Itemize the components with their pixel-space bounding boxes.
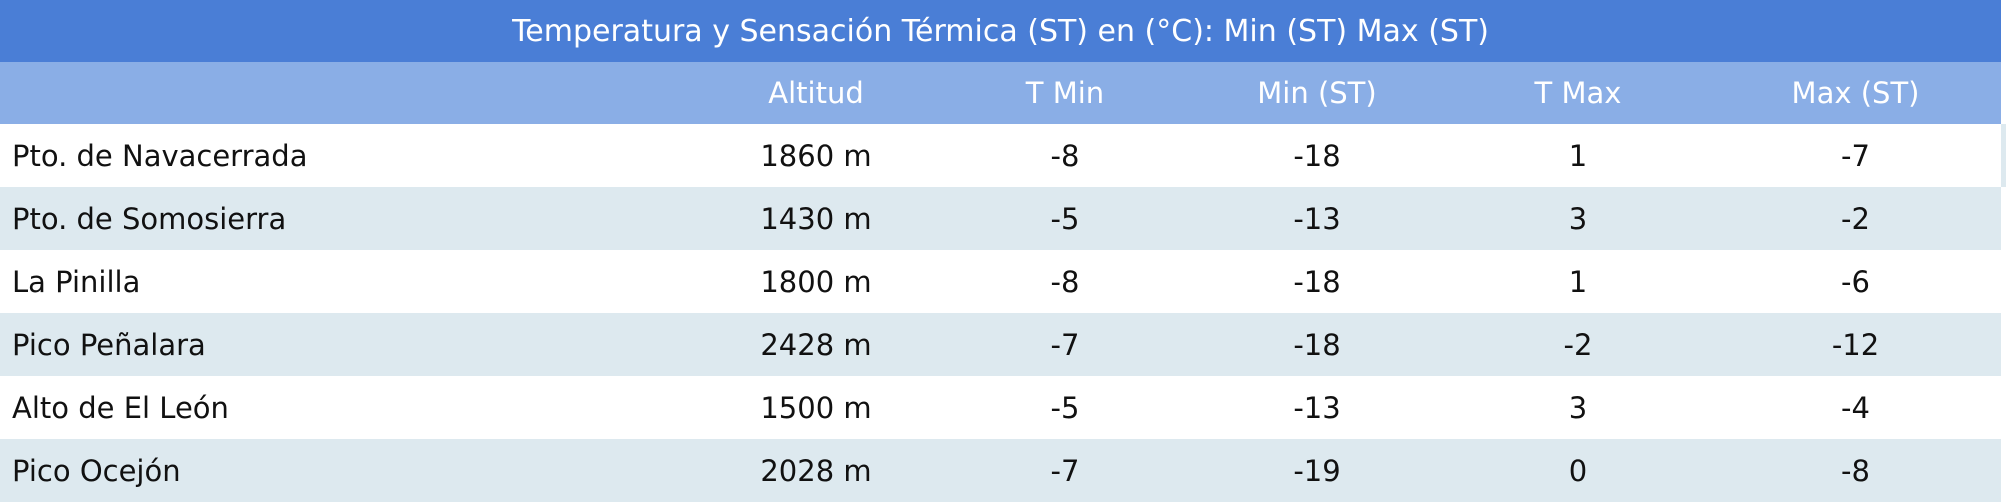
table-cell: -18	[1293, 264, 1341, 299]
table-cell: 1500 m	[760, 390, 872, 425]
table-row: La Pinilla 1800 m -8 -18 1 -6	[0, 250, 2001, 313]
table-cell: -4	[1841, 390, 1870, 425]
table-cell: 1800 m	[760, 264, 872, 299]
station-name: Alto de El León	[12, 390, 229, 425]
table-row: Pico Peñalara 2428 m -7 -18 -2 -12	[0, 313, 2002, 376]
table-cell: -18	[1293, 138, 1341, 173]
table-cell: 3	[1446, 187, 1710, 250]
table-cell: -7	[942, 439, 1188, 502]
header-cell: Max (ST)	[1710, 62, 2002, 124]
table-cell: 1430 m	[690, 187, 942, 250]
table-title: Temperatura y Sensación Térmica (ST) en …	[0, 0, 2002, 62]
table-cell: -2	[1710, 187, 2002, 250]
table-cell: -12	[1710, 313, 2002, 376]
table-row: Alto de El León 1500 m -5 -13 3 -4	[0, 376, 2001, 439]
table-cell: -8	[1710, 439, 2002, 502]
table-cell: 3	[1568, 390, 1588, 425]
table-cell: -7	[942, 313, 1188, 376]
table-body: Pto. de Navacerrada 1860 m -8 -18 1 -7 Pto. de…	[0, 124, 2002, 502]
table-cell: -8	[1050, 264, 1080, 299]
table-cell: -6	[1841, 264, 1870, 299]
table-row: Pto. de Somosierra 1430 m -5 -13 3 -2	[0, 187, 2002, 250]
table-row: Pto. de Navacerrada 1860 m -8 -18 1 -7	[0, 124, 2001, 187]
table-cell: 1860 m	[760, 138, 872, 173]
table-cell: -5	[942, 187, 1188, 250]
header-cell: T Min	[942, 62, 1188, 124]
table-cell: -5	[1050, 390, 1080, 425]
table-cell: -7	[1841, 138, 1870, 173]
header-cell	[0, 62, 690, 124]
header-cell: Min (ST)	[1188, 62, 1446, 124]
table-cell: -13	[1188, 187, 1446, 250]
header-cell: T Max	[1446, 62, 1710, 124]
table-cell: 2428 m	[690, 313, 942, 376]
table-cell: 1	[1568, 138, 1588, 173]
station-name: La Pinilla	[12, 264, 141, 299]
edge-strip	[2001, 124, 2006, 187]
header-cell: Altitud	[690, 62, 942, 124]
table-cell: -13	[1293, 390, 1341, 425]
table-cell: -2	[1446, 313, 1710, 376]
station-name: Pto. de Somosierra	[0, 187, 690, 250]
table-cell: -19	[1188, 439, 1446, 502]
table-cell: -8	[1050, 138, 1080, 173]
header-row: Altitud T Min Min (ST) T Max Max (ST)	[0, 62, 2002, 124]
table-cell: -18	[1188, 313, 1446, 376]
table-cell: 2028 m	[690, 439, 942, 502]
station-name: Pico Peñalara	[0, 313, 690, 376]
table-cell: 1	[1568, 264, 1588, 299]
station-name: Pico Ocejón	[0, 439, 690, 502]
table-cell: 0	[1446, 439, 1710, 502]
table-row: Pico Ocejón 2028 m -7 -19 0 -8	[0, 439, 2002, 502]
station-name: Pto. de Navacerrada	[12, 138, 308, 173]
